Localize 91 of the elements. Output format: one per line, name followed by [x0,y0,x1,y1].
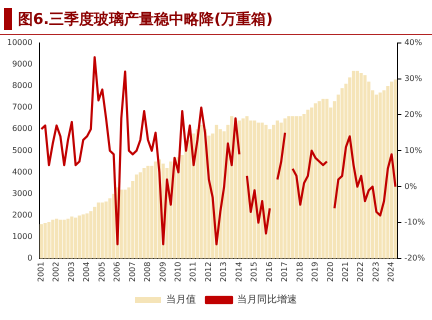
bar [287,116,290,259]
bar [70,216,74,259]
bar [74,218,78,259]
y-tick-label: 0 [27,254,32,263]
bar [268,129,272,259]
x-tick-label: 2019 [310,262,320,282]
x-tick-label: 2002 [52,262,61,282]
bar [123,190,127,259]
y-tick-label: 6000 [12,124,32,134]
y-tick-label: 5000 [12,146,32,155]
y-tick-label: 10000 [6,38,32,47]
bar [134,174,138,259]
y-tick-label: 8000 [12,81,32,90]
bar [280,122,283,259]
bar [386,86,390,259]
bar [54,218,58,259]
x-tick-label: 2022 [356,262,366,282]
x-tick-label: 2006 [112,262,122,282]
bar [100,202,104,259]
y-tick-label: 9000 [12,59,32,68]
y2-tick-label: 40% [404,38,423,47]
y-tick-label: 3000 [12,188,32,198]
bar [62,220,66,259]
bar [51,220,54,259]
x-tick-label: 2011 [188,262,198,282]
bar [360,73,363,259]
bar [238,120,241,259]
x-tick-label: 2012 [204,262,213,282]
bar [325,98,329,259]
bar [108,198,112,259]
bar [356,70,359,259]
x-tick-label: 2013 [219,262,228,282]
bar [89,211,92,259]
bar [150,166,154,259]
x-tick-label: 2005 [97,262,106,282]
x-tick-label: 2007 [128,262,137,282]
legend-label: 当月值 [166,294,196,306]
x-tick-label: 2003 [66,262,76,282]
bar [58,220,62,259]
bar [85,213,89,259]
bar [378,92,382,259]
bar [154,162,158,259]
bar [96,202,100,259]
bar [272,124,276,259]
bar [104,201,108,259]
y2-tick-label: 10% [404,146,423,155]
y-tick-label: 7000 [12,102,32,112]
bar [321,98,325,259]
y2-tick-label: -20% [404,254,426,263]
bar [44,223,47,259]
bar [242,118,245,259]
x-tick-label: 2018 [295,262,304,282]
x-tick-label: 2009 [158,262,168,282]
bar [78,215,82,259]
bar [40,224,43,259]
bar [260,122,264,259]
y2-tick-label: -10% [404,218,426,227]
x-tick-label: 2004 [82,262,92,282]
bar [66,218,70,259]
bar [47,222,51,259]
y-tick-label: 4000 [12,167,32,176]
bar [146,166,150,259]
bar [200,124,203,259]
bar [120,190,123,259]
bar [82,214,85,259]
y2-tick-label: 0% [404,182,418,191]
legend-label: 当月同比增速 [237,294,297,306]
x-tick-label: 2017 [280,262,290,282]
bar [314,103,318,259]
bar [291,116,294,259]
x-tick-label: 2024 [386,262,396,282]
y2-tick-label: 20% [404,110,423,119]
bar [138,172,142,259]
y-tick-label: 1000 [12,232,32,242]
x-tick-label: 2001 [36,262,46,282]
bar [93,206,96,259]
x-tick-label: 2008 [143,262,152,282]
x-tick-label: 2020 [326,262,335,282]
bar [306,110,310,259]
bar [318,101,321,259]
y-tick-label: 2000 [12,210,32,220]
x-tick-label: 2021 [341,262,350,282]
bar [298,116,302,259]
x-tick-label: 2010 [173,262,182,282]
x-tick-label: 2014 [234,262,244,282]
bar [142,168,146,259]
x-tick-label: 2015 [250,262,259,282]
x-tick-label: 2016 [264,262,274,282]
x-tick-label: 2023 [371,262,380,282]
chart-title: 图6.三季度玻璃产量稳中略降(万重箱) [18,10,273,28]
y2-tick-label: 30% [404,74,423,83]
